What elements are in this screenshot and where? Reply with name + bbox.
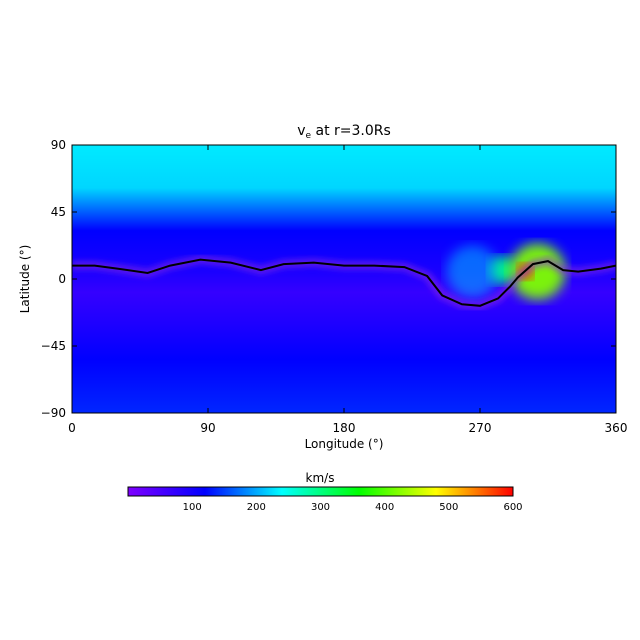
colorbar-ticks: 100 200 300 400 500 600 xyxy=(183,502,523,513)
colorbar-tick-label: 300 xyxy=(311,502,330,513)
y-tick-label: −45 xyxy=(41,339,66,353)
feature-blob xyxy=(509,243,566,300)
x-tick-label: 360 xyxy=(605,421,628,435)
y-tick-label: 90 xyxy=(51,138,66,152)
x-tick-label: 0 xyxy=(68,421,76,435)
colorbar-tick-label: 200 xyxy=(247,502,266,513)
chart-title: ve at r=3.0Rs xyxy=(297,123,391,141)
y-axis-label: Latitude (°) xyxy=(18,245,32,314)
x-tick-label: 270 xyxy=(469,421,492,435)
neutral-line xyxy=(72,258,616,307)
x-tick-label: 180 xyxy=(333,421,356,435)
colorbar xyxy=(127,486,514,497)
colorbar-tick-label: 100 xyxy=(183,502,202,513)
y-tick-label: −90 xyxy=(41,406,66,420)
feature-layer xyxy=(446,243,566,300)
colorbar-tick-label: 600 xyxy=(503,502,522,513)
feature-blob xyxy=(446,245,499,298)
heatmap xyxy=(72,145,616,413)
y-tick-label: 45 xyxy=(51,205,66,219)
colorbar-label: km/s xyxy=(306,471,335,485)
axes: 0 90 180 270 360 90 45 0 −45 −90 xyxy=(41,138,628,435)
colorbar-tick-label: 400 xyxy=(375,502,394,513)
y-tick-label: 0 xyxy=(58,272,66,286)
x-axis-label: Longitude (°) xyxy=(305,437,384,451)
x-tick-label: 90 xyxy=(200,421,215,435)
colorbar-tick-label: 500 xyxy=(439,502,458,513)
